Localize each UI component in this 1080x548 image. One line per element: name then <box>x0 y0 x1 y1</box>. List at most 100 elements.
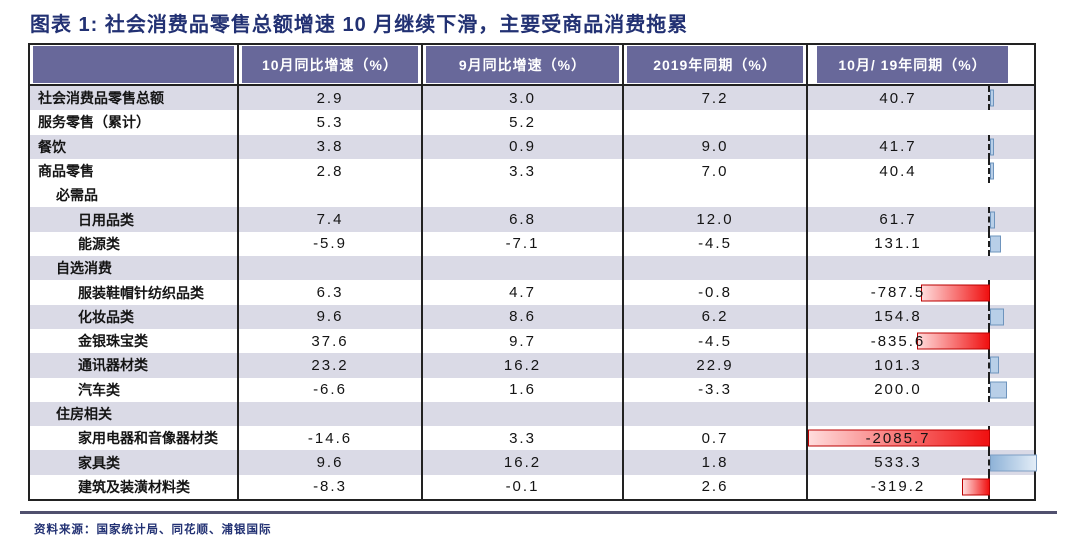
cell-vs2019 <box>808 256 1034 280</box>
row-label: 自选消费 <box>30 256 239 281</box>
table-row: 商品零售 2.8 3.3 7.0 40.4 <box>30 158 1034 184</box>
table-header-row: 10月同比增速（%） 9月同比增速（%） 2019年同期（%） 10月/ 19年… <box>30 45 1034 86</box>
cell-vs2019: 131.1 <box>808 231 1034 257</box>
vs2019-value: 154.8 <box>874 308 922 326</box>
positive-bar <box>990 235 1001 253</box>
vs2019-value: -319.2 <box>870 478 926 496</box>
positive-bar <box>990 454 1037 472</box>
row-label: 服装鞋帽针纺织品类 <box>30 280 239 305</box>
source-note: 资料来源：国家统计局、同花顺、浦银国际 <box>34 524 272 536</box>
cell-oct-yoy <box>239 256 423 281</box>
vs2019-value: -787.5 <box>870 284 926 302</box>
cell-2019: -0.8 <box>624 280 808 305</box>
cell-oct-yoy: 3.8 <box>239 134 423 159</box>
cell-2019: -4.5 <box>624 328 808 354</box>
data-table: 10月同比增速（%） 9月同比增速（%） 2019年同期（%） 10月/ 19年… <box>28 43 1037 501</box>
header-cell-sep-yoy: 9月同比增速（%） <box>423 45 624 84</box>
row-label: 能源类 <box>30 231 239 257</box>
vs2019-value: 101.3 <box>874 356 922 374</box>
footer-divider <box>20 511 1057 514</box>
cell-2019: 22.9 <box>624 353 808 378</box>
table-row: 通讯器材类 23.2 16.2 22.9 101.3 <box>30 353 1034 378</box>
cell-sep-yoy: 9.7 <box>423 328 624 354</box>
positive-bar <box>990 211 995 229</box>
negative-bar <box>921 284 990 302</box>
header-box-sep-yoy: 9月同比增速（%） <box>426 46 619 83</box>
cell-vs2019: 41.7 <box>808 134 1034 159</box>
cell-vs2019 <box>808 110 1034 134</box>
header-box-label <box>33 46 234 83</box>
table-row: 汽车类 -6.6 1.6 -3.3 200.0 <box>30 377 1034 402</box>
zero-axis-dashed-line <box>988 231 990 257</box>
vs2019-value: 61.7 <box>879 211 917 229</box>
cell-oct-yoy: -5.9 <box>239 231 423 257</box>
table-row: 餐饮 3.8 0.9 9.0 41.7 <box>30 134 1034 159</box>
cell-vs2019: -319.2 <box>808 474 1034 500</box>
cell-2019 <box>624 401 808 427</box>
cell-2019: 6.2 <box>624 304 808 329</box>
vs2019-value: 200.0 <box>874 381 922 399</box>
zero-axis-dashed-line <box>988 86 990 111</box>
table-row: 必需品 <box>30 183 1034 208</box>
positive-bar <box>990 381 1007 399</box>
row-label: 建筑及装潢材料类 <box>30 474 239 500</box>
cell-sep-yoy: 3.3 <box>423 426 624 451</box>
cell-oct-yoy: 5.3 <box>239 110 423 135</box>
cell-2019: 12.0 <box>624 207 808 232</box>
cell-vs2019: 154.8 <box>808 304 1034 329</box>
row-label: 家用电器和音像器材类 <box>30 426 239 451</box>
table-row: 金银珠宝类 37.6 9.7 -4.5 -835.6 <box>30 328 1034 354</box>
zero-axis-dashed-line <box>988 450 990 475</box>
cell-oct-yoy: 23.2 <box>239 353 423 378</box>
cell-oct-yoy <box>239 183 423 208</box>
header-cell-vs2019: 10月/ 19年同期（%） <box>808 45 1034 84</box>
cell-sep-yoy: 3.0 <box>423 86 624 111</box>
row-label: 住房相关 <box>30 401 239 427</box>
cell-sep-yoy: 4.7 <box>423 280 624 305</box>
cell-sep-yoy: -0.1 <box>423 474 624 500</box>
cell-2019 <box>624 110 808 135</box>
cell-sep-yoy <box>423 401 624 427</box>
header-box-2019: 2019年同期（%） <box>627 46 803 83</box>
cell-sep-yoy: 6.8 <box>423 207 624 232</box>
cell-sep-yoy: 1.6 <box>423 377 624 402</box>
row-label: 通讯器材类 <box>30 353 239 378</box>
positive-bar <box>990 356 999 374</box>
cell-2019: 9.0 <box>624 134 808 159</box>
header-cell-oct-yoy: 10月同比增速（%） <box>239 45 423 84</box>
cell-sep-yoy: 16.2 <box>423 353 624 378</box>
cell-sep-yoy <box>423 256 624 281</box>
cell-sep-yoy <box>423 183 624 208</box>
table-row: 服装鞋帽针纺织品类 6.3 4.7 -0.8 -787.5 <box>30 280 1034 305</box>
cell-sep-yoy: 5.2 <box>423 110 624 135</box>
row-label: 社会消费品零售总额 <box>30 86 239 111</box>
cell-2019 <box>624 256 808 281</box>
cell-sep-yoy: 0.9 <box>423 134 624 159</box>
cell-vs2019: 61.7 <box>808 207 1034 232</box>
zero-axis-dashed-line <box>988 353 990 378</box>
vs2019-value: -835.6 <box>870 332 926 350</box>
table-row: 日用品类 7.4 6.8 12.0 61.7 <box>30 207 1034 232</box>
vs2019-value: 40.4 <box>879 162 917 180</box>
cell-vs2019: 40.7 <box>808 86 1034 111</box>
row-label: 化妆品类 <box>30 304 239 329</box>
table-row: 服务零售（累计） 5.3 5.2 <box>30 110 1034 135</box>
zero-axis-dashed-line <box>988 304 990 329</box>
row-label: 家具类 <box>30 450 239 475</box>
cell-oct-yoy: 2.9 <box>239 86 423 111</box>
cell-vs2019: -835.6 <box>808 328 1034 354</box>
row-label: 服务零售（累计） <box>30 110 239 135</box>
cell-vs2019: 533.3 <box>808 450 1037 475</box>
cell-oct-yoy: 6.3 <box>239 280 423 305</box>
cell-2019: 1.8 <box>624 450 808 475</box>
cell-sep-yoy: 3.3 <box>423 158 624 184</box>
cell-oct-yoy: 2.8 <box>239 158 423 184</box>
cell-oct-yoy: 9.6 <box>239 304 423 329</box>
table-row: 家用电器和音像器材类 -14.6 3.3 0.7 -2085.7 <box>30 426 1034 451</box>
negative-bar <box>917 332 990 350</box>
header-cell-label <box>30 45 239 84</box>
table-row: 住房相关 <box>30 401 1034 427</box>
zero-axis-dashed-line <box>988 158 990 184</box>
cell-2019: 7.0 <box>624 158 808 184</box>
